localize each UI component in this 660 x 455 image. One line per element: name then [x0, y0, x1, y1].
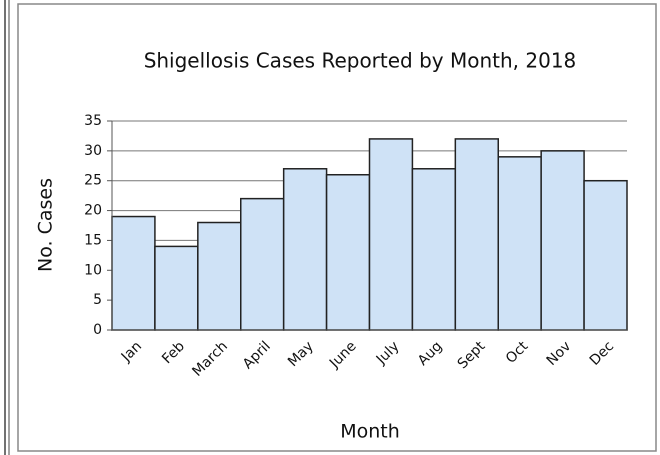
bar [583, 179, 628, 331]
bar [368, 138, 414, 331]
y-axis-label: No. Cases [35, 178, 57, 272]
bar [497, 156, 542, 331]
bar [197, 221, 242, 331]
y-tick-label: 15 [84, 232, 102, 248]
bar [411, 168, 457, 331]
y-tick-label: 35 [84, 113, 102, 129]
bar [540, 150, 585, 331]
y-tick-label: 0 [93, 322, 102, 338]
bar [240, 197, 285, 331]
y-tick-label: 5 [93, 292, 102, 308]
bar [282, 168, 328, 331]
bar [154, 245, 199, 331]
bar [454, 138, 500, 331]
bar [111, 215, 156, 331]
y-tick-label: 10 [84, 262, 102, 278]
y-tick-label: 20 [84, 203, 102, 219]
y-tick-label: 25 [84, 173, 102, 189]
y-tick-label: 30 [84, 143, 102, 159]
bar [325, 173, 371, 331]
x-axis-label: Month [340, 421, 400, 443]
chart-title: Shigellosis Cases Reported by Month, 201… [144, 49, 577, 73]
